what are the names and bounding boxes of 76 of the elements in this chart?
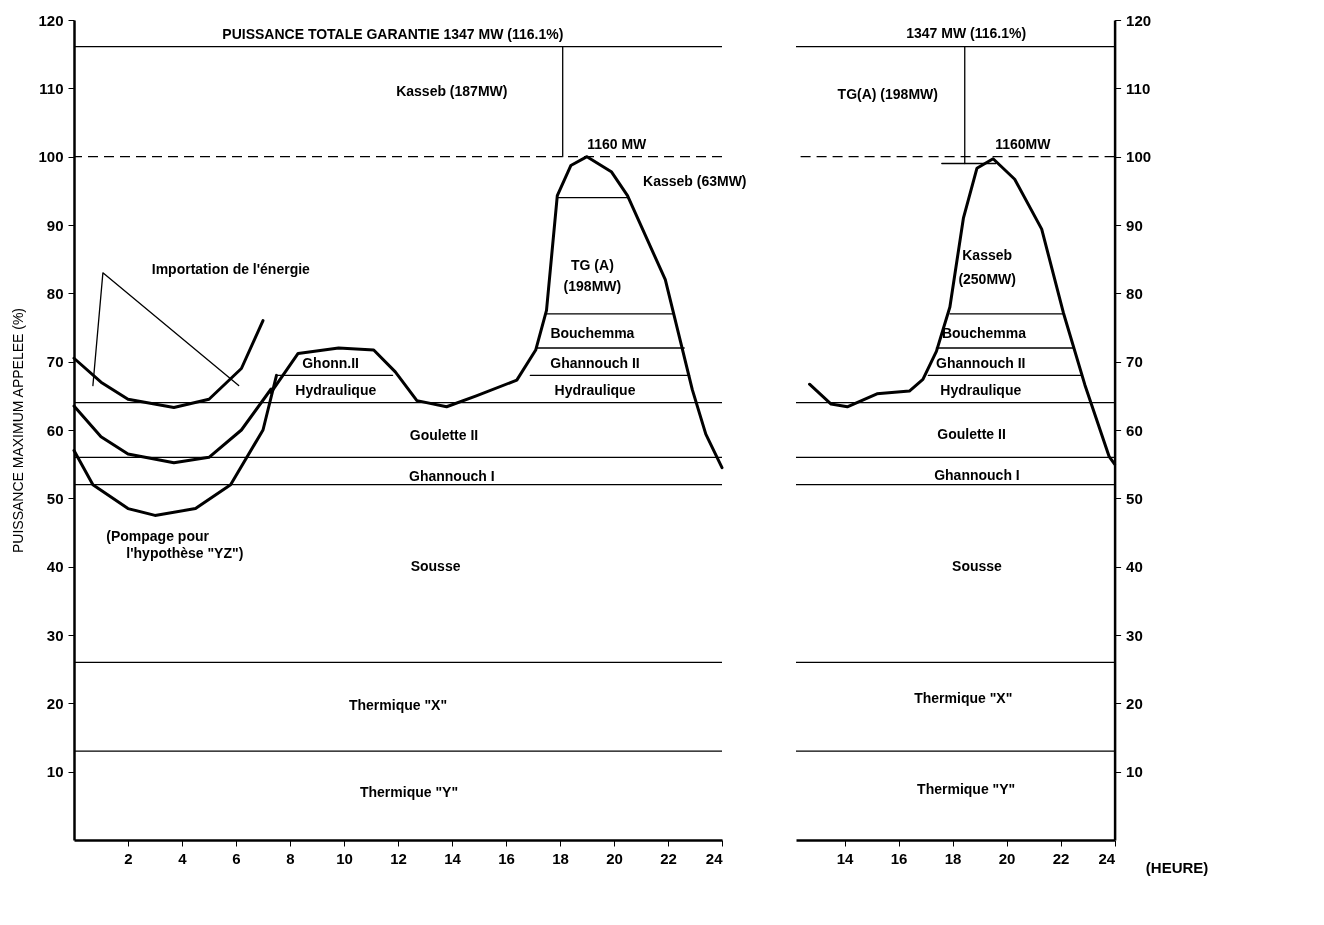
annotation: Ghannouch II: [550, 354, 640, 371]
annotation: Thermique "X": [914, 689, 1013, 706]
annotation: (250MW): [958, 270, 1016, 287]
y2-tick-label: 20: [1126, 694, 1143, 712]
annotation: Goulette II: [937, 425, 1006, 442]
annotation: 1160MW: [995, 136, 1052, 153]
annotation: TG (A): [571, 257, 614, 273]
annotation: Thermique "Y": [359, 784, 459, 801]
x-tick-label: 22: [660, 849, 677, 867]
y2-tick-label: 110: [1126, 79, 1151, 97]
y-tick-label: 40: [46, 558, 64, 576]
annotation: Ghannouch I: [409, 467, 495, 484]
x-tick-label: 16: [498, 849, 515, 867]
annotation: Kasseb (63MW): [643, 172, 747, 189]
y-axis-title: PUISSANCE MAXIMUM APPELEE (%): [10, 307, 27, 554]
x-tick-label: 24: [1098, 849, 1116, 867]
y-tick-label: 80: [46, 284, 64, 302]
y-tick-label: 110: [39, 79, 64, 97]
annotation: Sousse: [410, 558, 461, 575]
y2-tick-label: 90: [1126, 216, 1143, 234]
y-tick-label: 70: [46, 353, 64, 371]
annotation: 1160 MW: [587, 136, 648, 153]
annotation: Hydraulique: [554, 382, 636, 399]
annotation: Sousse: [952, 557, 1003, 574]
annotation: PUISSANCE TOTALE GARANTIE 1347 MW (116.1%): [222, 25, 564, 42]
annotation: Thermique "X": [348, 696, 448, 713]
annotation: Ghannouch II: [936, 354, 1026, 371]
y2-tick-label: 100: [1126, 148, 1152, 166]
annotation: (198MW): [563, 277, 622, 294]
x-tick-label: 18: [552, 849, 569, 867]
y-tick-label: 60: [46, 421, 64, 439]
annotation: Ghonn.II: [302, 354, 359, 371]
y2-tick-label: 80: [1126, 284, 1143, 302]
y-tick-label: 120: [38, 11, 64, 29]
y-tick-label: 50: [46, 489, 64, 507]
annotation: Hydraulique: [940, 382, 1022, 399]
x-tick-label: 6: [232, 849, 241, 867]
y-tick-label: 20: [46, 694, 64, 712]
y2-tick-label: 50: [1126, 489, 1143, 507]
y-tick-label: 30: [46, 626, 64, 644]
y2-tick-label: 40: [1126, 558, 1143, 576]
x-tick-label: 20: [998, 849, 1016, 867]
annotation: Importation de l'énergie: [151, 261, 311, 278]
y2-tick-label: 30: [1126, 626, 1143, 644]
x-tick-label: 14: [444, 849, 462, 867]
annotation: Goulette II: [409, 426, 479, 443]
x-tick-label: 8: [286, 849, 295, 867]
x-tick-label: 20: [606, 849, 623, 867]
x-tick-label: 2: [124, 849, 133, 867]
x-tick-label: 14: [836, 849, 855, 867]
annotation: Kasseb (187MW): [396, 82, 508, 99]
x-tick-label: 16: [890, 849, 908, 867]
annotation: Ghannouch I: [934, 466, 1020, 483]
annotation: (Pompage pour: [106, 527, 210, 544]
annotation: Bouchemma: [941, 325, 1027, 342]
x-tick-label: 10: [336, 849, 353, 867]
annotation: Kasseb: [962, 247, 1013, 264]
y2-tick-label: 10: [1126, 763, 1143, 781]
y2-tick-label: 120: [1126, 11, 1152, 29]
annotation: Hydraulique: [295, 382, 377, 399]
annotation: Thermique "Y": [917, 780, 1016, 797]
y-tick-label: 100: [38, 148, 64, 166]
annotation: l'hypothèse "YZ"): [126, 544, 244, 561]
x-tick-label: 18: [944, 849, 962, 867]
x-tick-label: 12: [390, 849, 407, 867]
y2-tick-label: 70: [1126, 353, 1143, 371]
x-axis-title: (HEURE): [1145, 858, 1209, 876]
annotation: TG(A) (198MW): [837, 86, 938, 103]
y-tick-label: 10: [46, 763, 64, 781]
y2-tick-label: 60: [1126, 421, 1143, 439]
x-tick-label: 24: [705, 849, 724, 867]
x-tick-label: 4: [178, 849, 188, 867]
annotation: Bouchemma: [550, 325, 635, 342]
y-tick-label: 90: [46, 216, 64, 234]
x-tick-label: 22: [1052, 849, 1070, 867]
annotation: 1347 MW (116.1%): [906, 24, 1027, 41]
